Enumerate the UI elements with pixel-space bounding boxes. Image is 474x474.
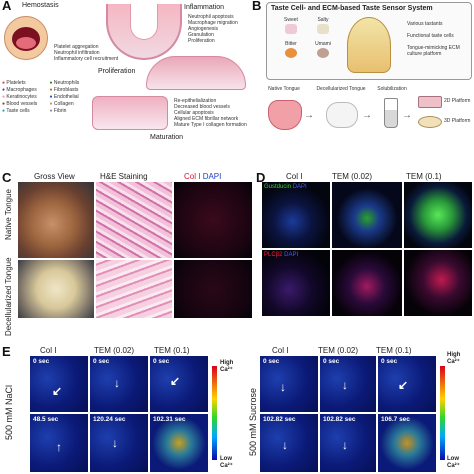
d-gustducin-tem01 xyxy=(404,182,472,248)
e-nacl-col1-t1: 48.5 sec ↑ xyxy=(30,414,88,472)
hemostasis-label: Hemostasis xyxy=(22,2,59,9)
row-native-tongue: Native Tongue xyxy=(4,189,13,240)
panel-letter-a: A xyxy=(2,0,12,13)
maturation-label: Maturation xyxy=(150,134,184,141)
d-gustducin-col1: Gustducin DAPI xyxy=(262,182,330,248)
vial-illustration xyxy=(384,98,398,128)
taste-grid: Sweet Salty Bitter Umami xyxy=(275,17,339,59)
well-plate-2d xyxy=(418,96,442,108)
e-sucrose-col2-t0: 0 sec ↓ xyxy=(320,356,376,412)
e-left-col1: Col I xyxy=(40,346,57,355)
e-sucrose-col1-t0: 0 sec ↓ xyxy=(260,356,318,412)
decell-tongue-illustration xyxy=(326,102,358,128)
proliferation-label: Proliferation xyxy=(98,68,136,75)
platform-3d-label: 3D Platform xyxy=(444,118,471,124)
panel-letter-c: C xyxy=(2,170,12,185)
flow-arrow-icon: → xyxy=(304,110,314,121)
panel-letter-e: E xyxy=(2,344,11,359)
e-nacl-col1-t0: 0 sec ↙ xyxy=(30,356,88,412)
inflammation-label: Inflammation xyxy=(184,4,225,11)
e-left-row-label: 500 mM NaCl xyxy=(4,384,14,440)
if-decell-image xyxy=(174,260,252,318)
e-left-colorbar-low: Low Ca²⁺ xyxy=(220,456,233,469)
tongue-illustration xyxy=(268,100,302,130)
maturation-tissue-illustration xyxy=(92,96,168,130)
row-decellularized-tongue: Decellularized Tongue xyxy=(4,257,13,336)
d-col-col1: Col I xyxy=(286,172,303,181)
d-col-tem002: TEM (0.02) xyxy=(332,172,373,181)
cell-legend: ● Platelets ● Neutrophils ● Macrophages … xyxy=(2,80,80,114)
e-sucrose-col3-t1: 106.7 sec xyxy=(378,414,436,472)
e-left-col3: TEM (0.1) xyxy=(154,346,190,355)
e-right-colorbar-low: Low Ca²⁺ xyxy=(447,456,460,469)
e-nacl-col3-t1: 102.31 sec xyxy=(150,414,208,472)
e-right-col3: TEM (0.1) xyxy=(376,346,412,355)
taste-bud-illustration xyxy=(347,17,391,73)
e-left-colorbar xyxy=(212,366,217,460)
col-he-staining: H&E Staining xyxy=(100,172,148,181)
d-col-tem01: TEM (0.1) xyxy=(406,172,442,181)
decellularized-tongue-label: Decellularized Tongue xyxy=(316,86,366,92)
platform-2d-label: 2D Platform xyxy=(444,98,471,104)
d-plcb2-tem01 xyxy=(404,250,472,316)
d-plcb2-tem002 xyxy=(332,250,402,316)
e-right-colorbar-high: High Ca²⁺ xyxy=(447,352,461,365)
panel-letter-d: D xyxy=(256,170,266,185)
d-gustducin-tem002 xyxy=(332,182,402,248)
col-gross-view: Gross View xyxy=(34,172,75,181)
e-right-col1: Col I xyxy=(272,346,289,355)
e-right-col2: TEM (0.02) xyxy=(318,346,359,355)
col-coli-dapi: Col I DAPI xyxy=(184,172,222,181)
flow-arrow-icon-3: → xyxy=(402,110,412,121)
e-left-col2: TEM (0.02) xyxy=(94,346,135,355)
e-right-row-label: 500 mM Sucrose xyxy=(248,387,258,456)
proliferation-tissue-illustration xyxy=(146,56,246,90)
sensor-right-labels: Various tastants Functional taste cells … xyxy=(407,21,460,57)
e-sucrose-col2-t1: 102.82 sec ↓ xyxy=(320,414,376,472)
panel-b-title: Taste Cell- and ECM-based Taste Sensor S… xyxy=(271,5,433,12)
inflammation-notes: Neutrophil apoptosis Macrophage migratio… xyxy=(188,14,238,44)
panel-letter-b: B xyxy=(252,0,262,13)
taste-sensor-box: Taste Cell- and ECM-based Taste Sensor S… xyxy=(266,2,472,80)
well-plate-3d xyxy=(418,116,442,128)
e-left-colorbar-high: High Ca²⁺ xyxy=(220,360,234,373)
gross-native-image xyxy=(18,182,94,258)
e-right-colorbar xyxy=(440,366,445,460)
e-sucrose-col1-t1: 102.82 sec ↓ xyxy=(260,414,318,472)
d-plcb2-col1: PLCβ2 DAPI xyxy=(262,250,330,316)
e-sucrose-col3-t0: 0 sec ↙ xyxy=(378,356,436,412)
solubilization-label: Solubilization xyxy=(377,86,407,92)
gross-decell-image xyxy=(18,260,94,318)
mouth-illustration xyxy=(4,16,48,60)
he-native-image xyxy=(96,182,172,258)
e-nacl-col2-t1: 120.24 sec ↓ xyxy=(90,414,148,472)
he-decell-image xyxy=(96,260,172,318)
native-tongue-label: Native Tongue xyxy=(268,86,300,92)
hemostasis-notes: Platelet aggregation Neutrophil infiltra… xyxy=(54,44,119,62)
maturation-notes: Re-epithelialization Decreased blood ves… xyxy=(174,98,247,128)
flow-arrow-icon-2: → xyxy=(362,110,372,121)
e-nacl-col2-t0: 0 sec ↓ xyxy=(90,356,148,412)
e-nacl-col3-t0: 0 sec ↙ xyxy=(150,356,208,412)
if-native-image xyxy=(174,182,252,258)
